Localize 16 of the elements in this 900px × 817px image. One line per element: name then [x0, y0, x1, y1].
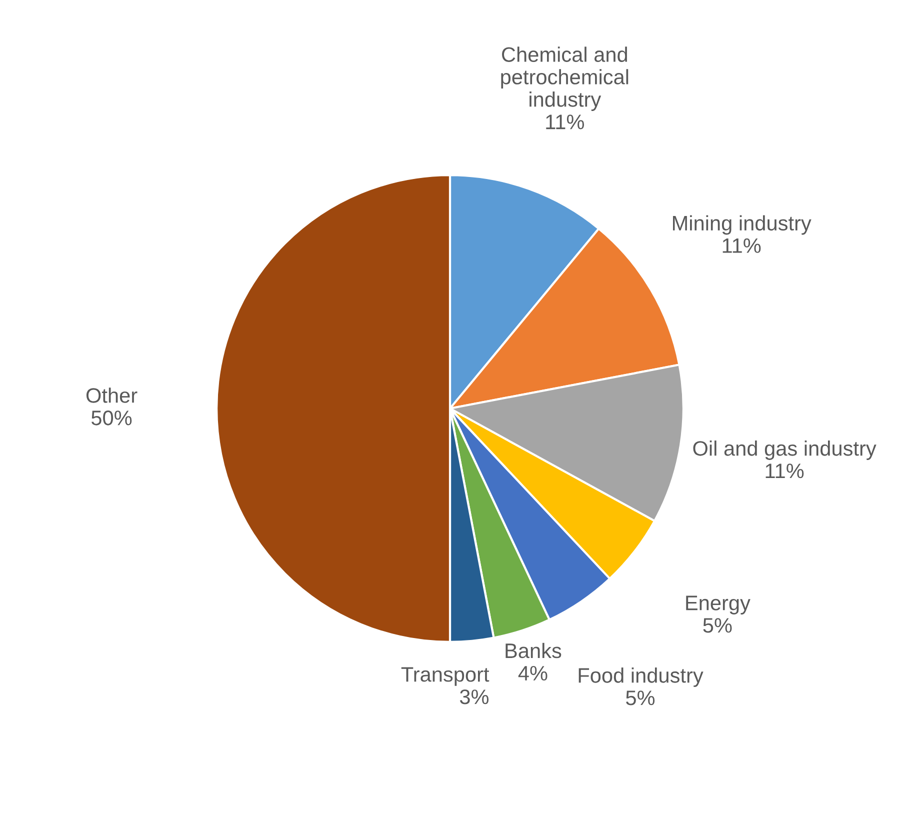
slice-label: Oil and gas industry: [693, 440, 876, 460]
data-label: 3%: [460, 689, 489, 704]
slice-label: Energy: [686, 596, 750, 614]
data-label: 50%: [92, 410, 132, 426]
slice-label: Chemical and petrochemical industry: [501, 46, 628, 111]
data-label: 4%: [518, 666, 548, 681]
data-label: 11%: [766, 464, 804, 478]
data-label: 5%: [703, 618, 732, 633]
data-label: 11%: [722, 238, 761, 253]
slice-label: Food industry: [578, 668, 704, 687]
slice-label: Transport: [401, 667, 490, 686]
slice-label: Mining industry: [672, 215, 812, 235]
slice-label: Banks: [506, 642, 562, 658]
data-label: 5%: [626, 690, 655, 706]
data-label: 11%: [546, 114, 584, 130]
slice-label: Other: [86, 388, 138, 403]
